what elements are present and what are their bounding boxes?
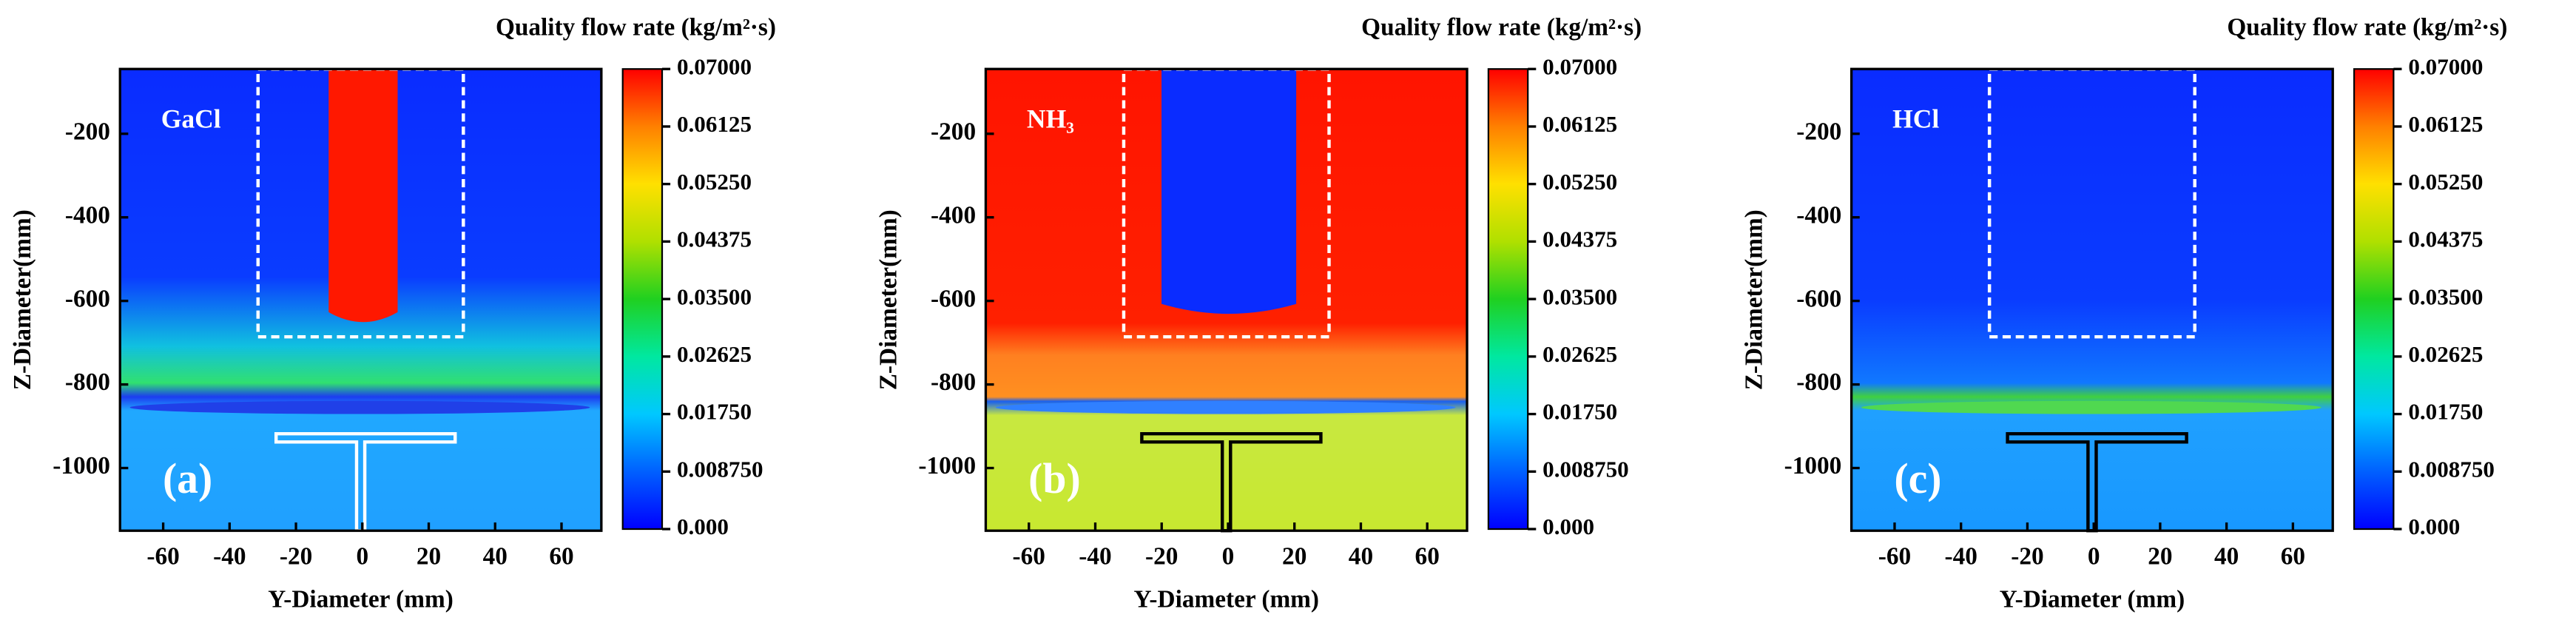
x-axis-label: Y-Diameter (mm) (268, 585, 454, 613)
x-tick-label: 60 (2281, 543, 2305, 571)
y-tick-label: -400 (931, 201, 976, 229)
x-tick-label: -60 (146, 543, 179, 571)
panel-label: (b) (1028, 456, 1081, 502)
colorbar (2353, 68, 2395, 531)
colorbar-tick-label: 0.05250 (1542, 169, 1617, 195)
field-band (129, 400, 590, 414)
x-tick-label: 20 (1282, 543, 1306, 571)
colorbar-tick-label: 0.03500 (677, 283, 752, 309)
colorbar-tick-label: 0.008750 (677, 456, 763, 482)
y-tick-label: -800 (65, 368, 110, 396)
colorbar-tick-label: 0.04375 (677, 226, 752, 252)
heatmap-field (985, 67, 1468, 533)
species-label: HCl (1892, 104, 1939, 133)
colorbar-tick-label: 0.04375 (1542, 226, 1617, 252)
colorbar-title: Quality flow rate (kg/m²·s) (2227, 14, 2507, 41)
colorbar-tick-label: 0.03500 (2408, 283, 2483, 309)
y-tick-label: -200 (65, 118, 110, 145)
field-background (1851, 69, 2333, 531)
colorbar-tick-label: 0.02625 (677, 341, 752, 367)
colorbar-tick-label: 0.07000 (677, 53, 752, 79)
panel-label: (c) (1894, 456, 1941, 502)
field-band (995, 400, 1456, 414)
y-tick-label: -600 (65, 285, 110, 312)
colorbar (1487, 68, 1529, 531)
y-tick-label: -800 (1796, 368, 1841, 396)
x-tick-label: -60 (1878, 543, 1911, 571)
y-tick-label: -800 (931, 368, 976, 396)
y-tick-label: -1000 (1784, 452, 1842, 479)
heatmap-field (1851, 67, 2333, 533)
x-tick-label: 0 (356, 543, 368, 571)
colorbar-tick-label: 0.008750 (1542, 456, 1629, 482)
colorbar-tick-label: 0.000 (677, 514, 729, 539)
x-tick-label: 40 (2214, 543, 2239, 571)
colorbar-tick-label: 0.05250 (677, 169, 752, 195)
y-tick-label: -400 (65, 201, 110, 229)
x-tick-label: -20 (280, 543, 312, 571)
x-tick-label: -40 (1944, 543, 1977, 571)
colorbar-tick-label: 0.008750 (2408, 456, 2495, 482)
field-band (1861, 400, 2322, 414)
heatmap-field (120, 67, 601, 533)
y-tick-label: -200 (1796, 118, 1841, 145)
colorbar-tick-label: 0.01750 (1542, 399, 1617, 425)
y-tick-label: -1000 (53, 452, 110, 479)
colorbar-tick-label: 0.02625 (2408, 341, 2483, 367)
colorbar-tick-label: 0.000 (2408, 514, 2460, 539)
y-axis-label: Z-Diameter(mm) (9, 209, 36, 390)
x-tick-label: 40 (483, 543, 508, 571)
x-tick-label: -40 (213, 543, 246, 571)
x-tick-label: 60 (549, 543, 573, 571)
x-tick-label: 40 (1349, 543, 1373, 571)
x-tick-label: -20 (2011, 543, 2043, 571)
colorbar-tick-label: 0.000 (1542, 514, 1594, 539)
colorbar-tick-label: 0.06125 (677, 111, 752, 137)
colorbar-tick-label: 0.06125 (1542, 111, 1617, 137)
x-tick-label: -40 (1079, 543, 1111, 571)
panel-label: (a) (163, 456, 212, 502)
y-tick-label: -400 (1796, 201, 1841, 229)
y-tick-label: -600 (931, 285, 976, 312)
colorbar-tick-label: 0.07000 (2408, 53, 2483, 79)
colorbar-tick-label: 0.07000 (1542, 53, 1617, 79)
x-tick-label: 20 (2148, 543, 2172, 571)
x-axis-label: Y-Diameter (mm) (2000, 585, 2185, 613)
x-tick-label: 0 (1222, 543, 1235, 571)
colorbar (621, 68, 664, 531)
x-tick-label: -20 (1145, 543, 1178, 571)
colorbar-tick-label: 0.04375 (2408, 226, 2483, 252)
x-axis-label: Y-Diameter (mm) (1133, 585, 1319, 613)
x-tick-label: 60 (1415, 543, 1440, 571)
y-axis-label: Z-Diameter(mm) (1740, 209, 1767, 390)
colorbar-title: Quality flow rate (kg/m²·s) (1361, 14, 1642, 41)
colorbar-tick-label: 0.03500 (1542, 283, 1617, 309)
species-label: NH₃ (1027, 104, 1074, 133)
field-column (328, 69, 398, 323)
colorbar-tick-label: 0.01750 (677, 399, 752, 425)
colorbar-tick-label: 0.01750 (2408, 399, 2483, 425)
species-label: GaCl (161, 104, 221, 133)
colorbar-tick-label: 0.06125 (2408, 111, 2483, 137)
y-tick-label: -200 (931, 118, 976, 145)
x-tick-label: -60 (1013, 543, 1045, 571)
y-axis-label: Z-Diameter(mm) (874, 209, 902, 390)
x-tick-label: 0 (2088, 543, 2100, 571)
y-tick-label: -600 (1796, 285, 1841, 312)
colorbar-title: Quality flow rate (kg/m²·s) (496, 14, 776, 41)
x-tick-label: 20 (417, 543, 441, 571)
colorbar-tick-label: 0.05250 (2408, 169, 2483, 195)
colorbar-tick-label: 0.02625 (1542, 341, 1617, 367)
y-tick-label: -1000 (918, 452, 976, 479)
field-column (1161, 69, 1297, 314)
